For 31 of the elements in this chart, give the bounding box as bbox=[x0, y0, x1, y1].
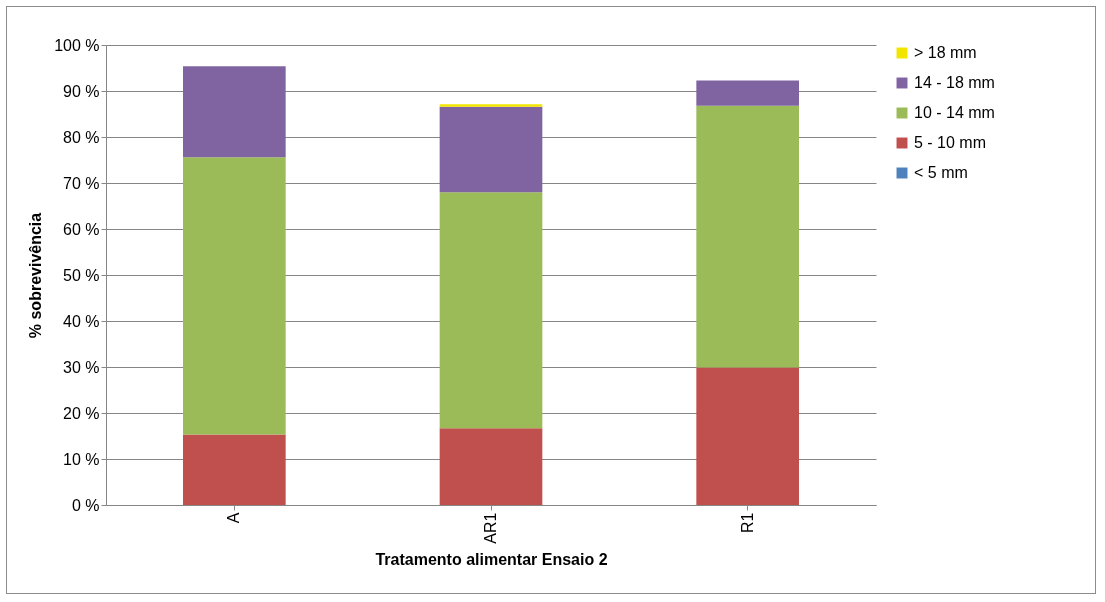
bar bbox=[183, 434, 286, 505]
legend-label: < 5 mm bbox=[914, 164, 968, 181]
legend-label: > 18 mm bbox=[914, 44, 977, 61]
y-tick-label: 10 % bbox=[63, 450, 100, 468]
x-tick-label: AR1 bbox=[482, 512, 499, 544]
y-tick-label: 100 % bbox=[54, 36, 100, 54]
y-tick-label: 60 % bbox=[63, 220, 100, 238]
bar bbox=[439, 192, 543, 429]
legend-label: 5 - 10 mm bbox=[914, 134, 987, 151]
legend-label: 10 - 14 mm bbox=[914, 104, 995, 121]
y-tick-label: 70 % bbox=[63, 174, 100, 192]
x-axis-title: Tratamento alimentar Ensaio 2 bbox=[375, 550, 608, 568]
bar bbox=[439, 106, 543, 193]
y-tick-label: 40 % bbox=[63, 312, 100, 330]
y-axis-title: % sobrevivência bbox=[27, 212, 45, 339]
x-tick-label: R1 bbox=[738, 512, 756, 533]
y-tick-label: 90 % bbox=[63, 82, 100, 100]
bar bbox=[696, 105, 799, 368]
legend-label: 14 - 18 mm bbox=[914, 74, 995, 91]
bar bbox=[439, 104, 543, 107]
bar bbox=[439, 428, 543, 505]
y-tick-label: 50 % bbox=[63, 266, 100, 284]
bar bbox=[696, 80, 799, 106]
x-tick-label: A bbox=[225, 512, 243, 524]
bar bbox=[183, 157, 286, 435]
bar bbox=[183, 66, 286, 158]
bar bbox=[696, 367, 799, 505]
y-tick-label: 20 % bbox=[63, 404, 100, 422]
y-tick-label: 80 % bbox=[63, 128, 100, 146]
y-tick-label: 0 % bbox=[71, 496, 100, 514]
y-tick-label: 30 % bbox=[63, 358, 100, 376]
